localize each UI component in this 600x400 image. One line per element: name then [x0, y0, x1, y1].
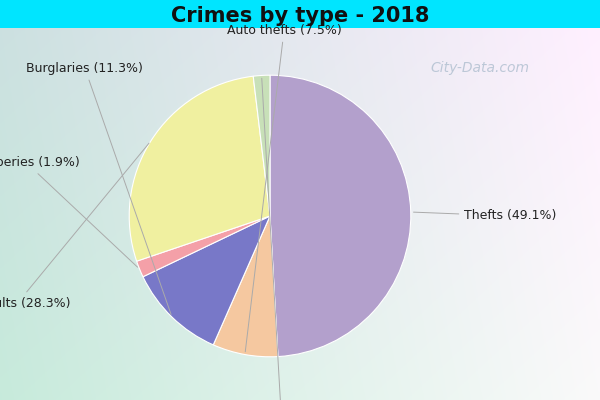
Text: Crimes by type - 2018: Crimes by type - 2018 — [171, 6, 429, 26]
Wedge shape — [253, 75, 270, 216]
Wedge shape — [129, 76, 270, 261]
Text: Auto thefts (7.5%): Auto thefts (7.5%) — [227, 24, 341, 352]
Text: Robberies (1.9%): Robberies (1.9%) — [0, 156, 137, 267]
Wedge shape — [137, 216, 270, 277]
Wedge shape — [270, 75, 411, 356]
Text: Burglaries (11.3%): Burglaries (11.3%) — [26, 62, 171, 314]
Wedge shape — [213, 216, 278, 357]
Text: Assaults (28.3%): Assaults (28.3%) — [0, 143, 149, 310]
Wedge shape — [143, 216, 270, 345]
Text: City-Data.com: City-Data.com — [431, 61, 530, 75]
Text: Rapes (1.9%): Rapes (1.9%) — [239, 78, 323, 400]
Text: Thefts (49.1%): Thefts (49.1%) — [413, 210, 557, 222]
